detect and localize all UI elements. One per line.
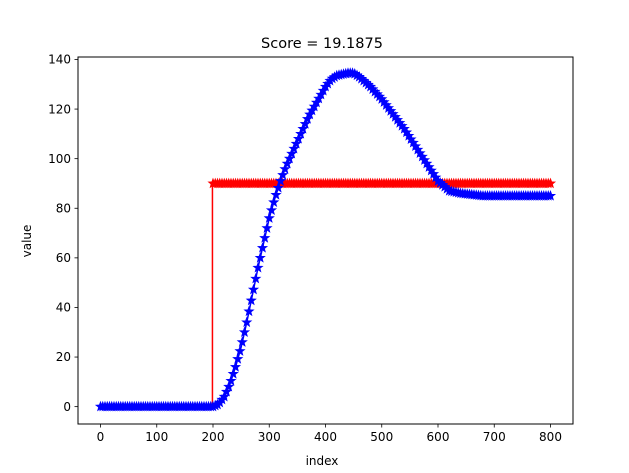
x-axis: 0 100 200 300 400 500 600 700 800	[97, 424, 562, 444]
x-axis-label: index	[306, 454, 339, 468]
series-1-point	[252, 261, 264, 273]
series-1-point	[263, 212, 275, 223]
series-1-point	[241, 316, 253, 328]
series-1-point	[243, 305, 255, 317]
series-1-point	[270, 189, 282, 200]
series-1-point	[274, 175, 287, 186]
x-tick-label: 700	[483, 430, 506, 444]
series-1-point	[281, 157, 293, 169]
y-tick-label: 0	[63, 400, 71, 414]
x-tick-label: 500	[370, 430, 393, 444]
series-1-point	[283, 152, 296, 164]
series-1-point	[279, 163, 291, 174]
x-tick-label: 0	[97, 430, 105, 444]
x-tick-label: 300	[258, 430, 281, 444]
series-1-point	[220, 385, 233, 397]
y-tick-label: 20	[56, 350, 71, 364]
y-axis-label: value	[20, 225, 34, 258]
x-tick-label: 400	[314, 430, 337, 444]
series-1-point	[286, 147, 298, 159]
series-1-point	[247, 283, 260, 295]
series-1-point	[223, 380, 235, 392]
plot-frame	[77, 56, 574, 425]
series-1-point	[268, 196, 280, 208]
chart-title: Score = 19.1875	[261, 36, 383, 52]
series-1-point	[238, 326, 251, 337]
series-1-point	[265, 204, 278, 215]
series-1-point	[234, 345, 246, 356]
x-tick-label: 200	[202, 430, 225, 444]
series-0-markers	[207, 177, 557, 189]
y-tick-label: 80	[56, 201, 71, 215]
series-1-point	[297, 123, 309, 134]
series-0-point	[544, 177, 557, 189]
series-1-point	[236, 336, 248, 347]
x-tick-label: 100	[145, 430, 168, 444]
series-1-point	[254, 252, 266, 263]
series-1-point	[544, 189, 557, 201]
x-tick-label: 800	[539, 430, 562, 444]
series-1-point	[225, 374, 237, 386]
series-1-point	[227, 368, 239, 379]
y-tick-label: 140	[48, 53, 71, 67]
x-tick-label: 600	[427, 430, 450, 444]
series-1-point	[288, 142, 300, 154]
y-tick-label: 60	[56, 251, 71, 265]
series-1-point	[277, 169, 289, 180]
series-1-line	[100, 72, 551, 408]
series-1-point	[272, 182, 284, 193]
y-tick-label: 120	[48, 102, 71, 116]
series-1-point	[245, 294, 257, 306]
series-1-point	[218, 390, 230, 402]
series-1-point	[290, 137, 302, 149]
series-0-line	[100, 182, 551, 408]
series-1-point	[232, 353, 244, 364]
series-1-point	[259, 232, 271, 243]
series-1-point	[250, 272, 262, 284]
y-tick-label: 40	[56, 301, 71, 315]
series-1-point	[295, 128, 307, 139]
series-1-point	[299, 118, 311, 129]
y-axis: 0 20 40 60 80 100 120 140	[48, 53, 78, 414]
y-tick-label: 100	[48, 152, 71, 166]
series-1-point	[229, 361, 242, 372]
plot-area	[94, 67, 557, 412]
series-1-point	[292, 132, 305, 144]
series-1-markers	[94, 67, 557, 412]
series-1-point	[261, 222, 273, 233]
series-1-point	[256, 242, 269, 253]
